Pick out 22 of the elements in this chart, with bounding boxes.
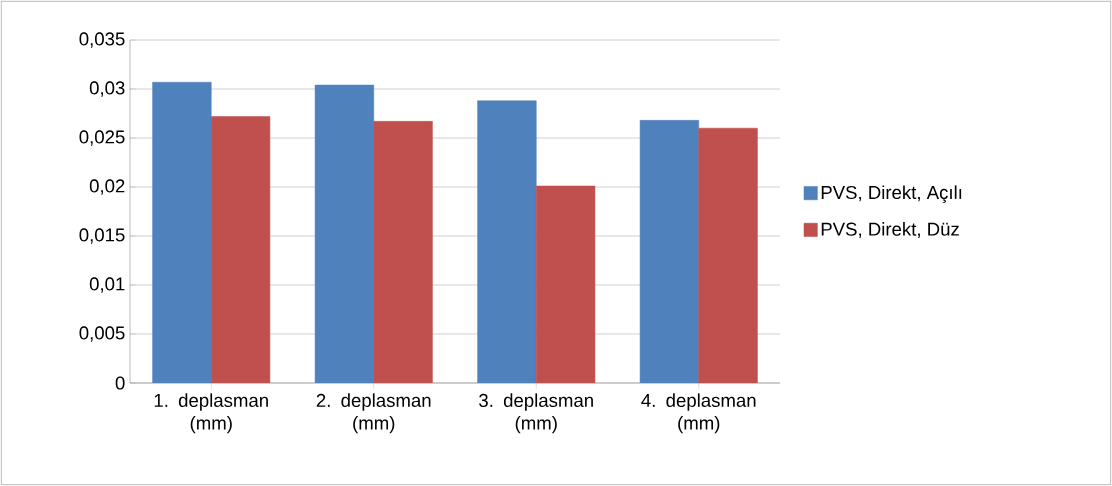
x-tick-label: 3. deplasman (mm) [479, 393, 593, 434]
y-tick-label: 0,015 [79, 228, 125, 244]
y-tick-label: 0,03 [89, 81, 125, 97]
y-tick-label: 0,035 [79, 32, 125, 48]
y-tick-label: 0,025 [79, 130, 125, 146]
bar [210, 116, 271, 383]
bar [639, 120, 700, 383]
x-tick-label: 2. deplasman (mm) [316, 393, 431, 434]
bar [477, 100, 537, 383]
bar [698, 127, 758, 383]
y-tick-label: 0,02 [89, 179, 125, 195]
bar [314, 84, 375, 383]
legend-label: PVS, Direkt, Düz [821, 222, 959, 238]
x-tick-label: 1. deplasman (mm) [154, 393, 268, 434]
legend-label: PVS, Direkt, Açılı [821, 185, 962, 203]
bar [373, 121, 433, 383]
x-tick-label: 4. deplasman (mm) [641, 393, 756, 434]
bar [152, 81, 212, 383]
y-tick-label: 0 [115, 376, 125, 390]
bar [535, 185, 596, 383]
y-tick-label: 0,005 [79, 326, 125, 342]
y-tick-label: 0,01 [89, 277, 125, 293]
